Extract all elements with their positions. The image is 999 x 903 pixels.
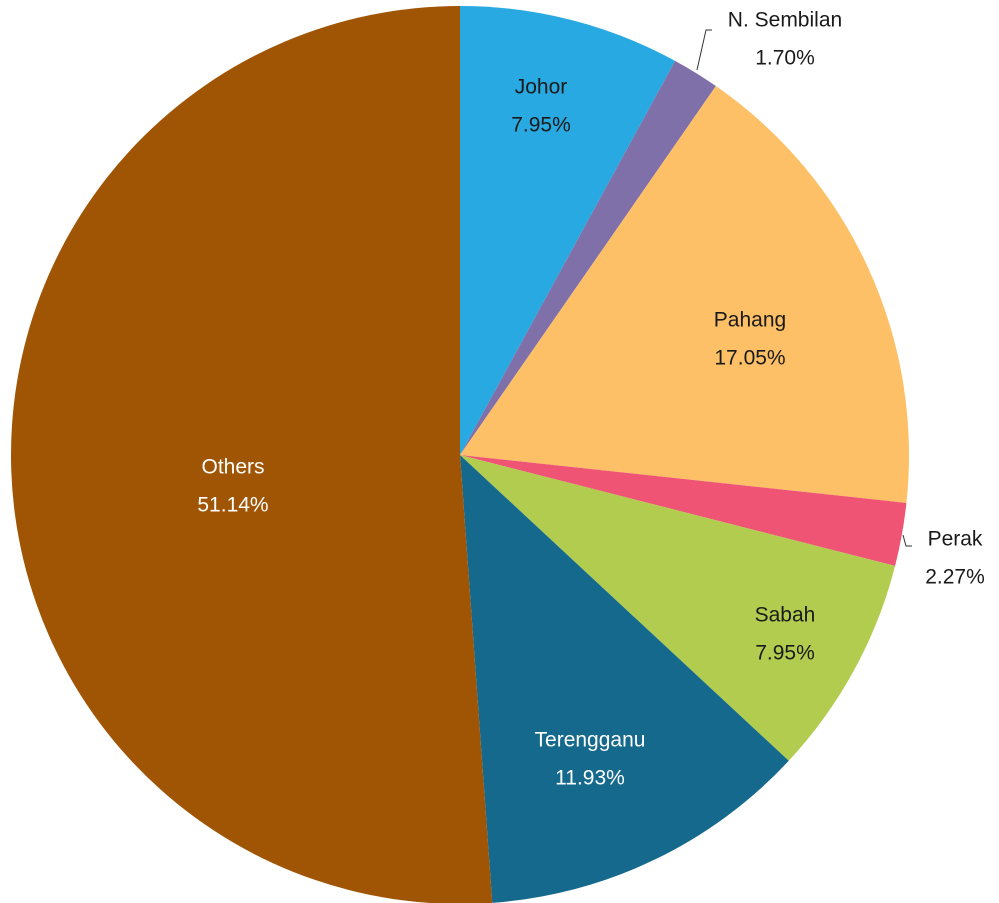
slice-label: Sabah	[755, 604, 816, 627]
slice-label: Perak	[928, 528, 983, 551]
slice-value: 7.95%	[755, 642, 815, 665]
pie-slice	[460, 455, 907, 566]
pie-slice	[460, 455, 789, 903]
slice-value: 17.05%	[714, 347, 785, 370]
pie-slice	[460, 6, 676, 455]
slice-value: 11.93%	[555, 767, 625, 790]
slice-value: 51.14%	[197, 494, 268, 517]
leader-line	[902, 534, 912, 547]
pie	[10, 6, 910, 903]
slice-value: 7.95%	[511, 114, 571, 137]
slice-label: Others	[201, 456, 264, 479]
slice-value: 2.27%	[925, 566, 985, 589]
pie-slice	[460, 455, 896, 761]
slice-label: Johor	[515, 76, 568, 99]
pie-slice	[460, 60, 716, 456]
labels: Johor 7.95% N. Sembilan 1.70% Pahang 17.05% Pe…	[197, 9, 984, 790]
pie-slice	[460, 86, 910, 503]
slice-label: Terengganu	[535, 729, 646, 752]
slice-value: 1.70%	[755, 47, 815, 70]
pie-slice	[10, 6, 493, 903]
slice-label: N. Sembilan	[728, 9, 842, 32]
slice-label: Pahang	[714, 309, 786, 332]
leader-line	[696, 29, 712, 71]
